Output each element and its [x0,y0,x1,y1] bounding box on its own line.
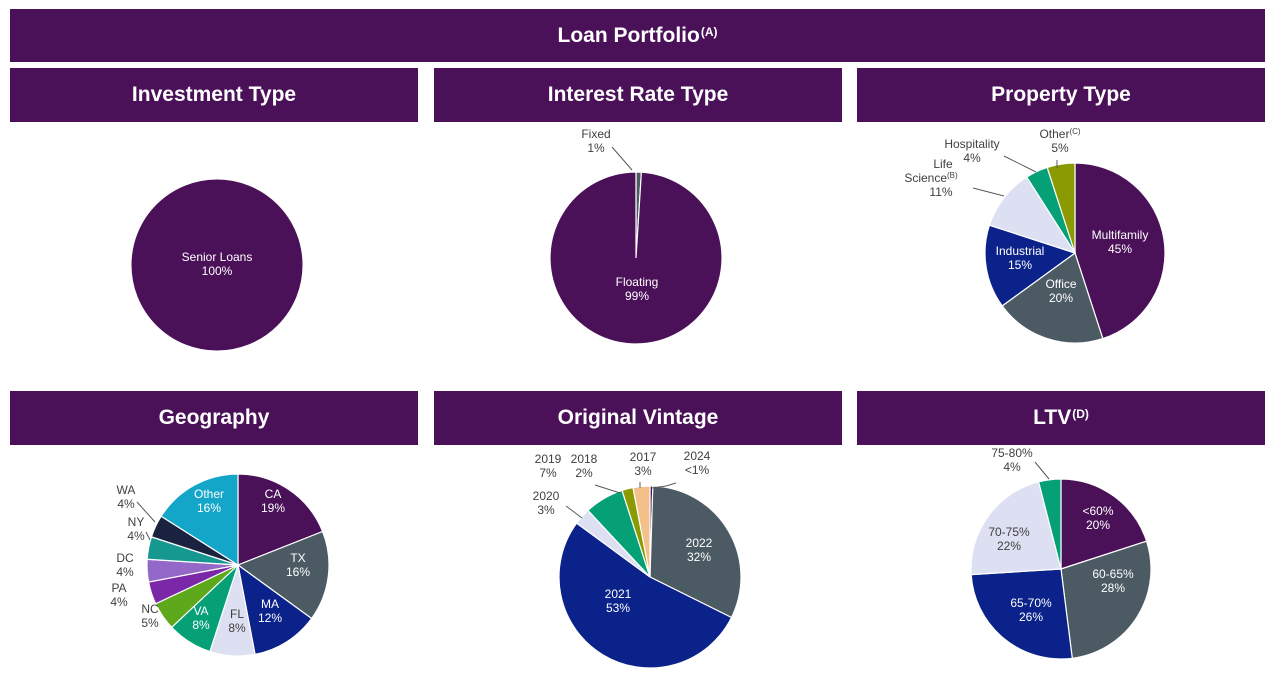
interest-rate-type-title: Interest Rate Type [547,83,729,106]
ltv-pie: <60% 20% 60-65% 28% 65-70% 26% 70-75% 22% 75-80%… [970,446,1152,660]
geography-label-ca: CA 19% [261,487,285,515]
property-label-hospitality: Hospitality 4% [944,137,999,165]
ltv-title: LTV [1033,406,1072,429]
ltv-title-footnote: (D) [1072,407,1089,421]
geography-slice-tx [236,530,330,620]
vintage-label-2024: 2024 <1% [684,449,711,477]
ltv-slice-65-70- [970,568,1073,660]
geography-label-wa: WA 4% [117,483,136,511]
geography-slice-ca [237,473,324,566]
interest-slice-floating [549,171,723,345]
loan-portfolio-banner: Loan Portfolio (A) [10,9,1265,62]
property-slice-other [1046,162,1076,254]
investment-label-senior-loans: Senior Loans 100% [182,250,253,278]
geography-label-va: VA 8% [192,604,210,632]
geography-header: Geography [10,391,418,445]
investment-pie: Senior Loans 100% [130,178,304,352]
property-label-life-science: Life Science(B) 11% [904,157,958,199]
vintage-slice-2022 [649,485,742,619]
geography-title: Geography [158,406,270,429]
geography-label-ny: NY 4% [127,515,145,543]
investment-slice-senior-loans [130,178,304,352]
original-vintage-title: Original Vintage [557,406,719,429]
interest-pie: Fixed 1% Floating 99% [549,127,723,345]
ltv-label-75-80-: 75-80% 4% [991,446,1033,474]
vintage-slice-2017 [632,485,651,578]
page-title-footnote: (A) [700,24,718,39]
property-slice-multifamily [1074,162,1166,340]
vintage-label-2020: 2020 3% [533,489,560,517]
geography-pie: CA 19% TX 16%MA 12% FL 8% VA 8% NC 5% PA 4% DC 4% NY 4% W… [110,473,330,657]
interest-rate-type-header: Interest Rate Type [434,68,842,122]
vintage-leader-0 [651,482,677,489]
interest-leader-0 [611,146,633,171]
investment-type-header: Investment Type [10,68,418,122]
interest-label-fixed: Fixed 1% [581,127,610,155]
property-slice-industrial [984,224,1077,307]
ltv-slice-60-65- [1060,540,1152,659]
geography-slice-other [160,473,239,567]
ltv-label-60-65-: 60-65% 28% [1092,567,1134,595]
page-title: Loan Portfolio [557,23,700,47]
geography-label-other: Other 16% [194,487,224,515]
vintage-slice-2021 [558,522,733,669]
property-type-title: Property Type [991,83,1131,106]
property-leader-3 [972,187,1005,197]
ltv-leader-4 [1034,461,1050,480]
property-slice-office [1001,252,1104,344]
geography-label-dc: DC 4% [116,551,134,579]
ltv-label-65-70-: 65-70% 26% [1010,596,1052,624]
property-label-office: Office 20% [1045,277,1076,305]
geography-leader-8 [145,531,151,541]
ltv-label-70-75-: 70-75% 22% [988,525,1030,553]
interest-label-floating: Floating 99% [616,275,659,303]
property-leader-4 [1003,155,1037,173]
geography-label-nc: NC 5% [141,602,159,630]
property-pie: Multifamily 45% Office 20%Industrial 15% Life… [904,127,1166,344]
ltv-slice-70-75- [970,481,1062,576]
ltv-header: LTV (D) [857,391,1265,445]
ltv-label--60-: <60% 20% [1082,504,1113,532]
geography-label-tx: TX 16% [286,551,310,579]
property-label-multifamily: Multifamily 45% [1092,228,1149,256]
vintage-pie: 2024 <1% 2022 32% 2021 53% 2020 3% 2019 7% 2018 2% 2… [533,449,742,669]
vintage-leader-3 [565,505,583,519]
vintage-leader-5 [594,484,621,494]
vintage-label-2019: 2019 7% [535,452,562,480]
ltv-slice-75-80- [1037,478,1062,570]
geography-label-fl: FL 8% [228,607,246,635]
geography-label-pa: PA 4% [110,581,128,609]
geography-leader-9 [136,501,156,523]
property-label-other: Other(C) 5% [1039,127,1080,155]
geography-label-ma: MA 12% [258,597,282,625]
original-vintage-header: Original Vintage [434,391,842,445]
property-type-header: Property Type [857,68,1265,122]
vintage-label-2021: 2021 53% [605,587,632,615]
vintage-label-2022: 2022 32% [686,536,713,564]
vintage-label-2017: 2017 3% [630,450,657,478]
ltv-slice--60- [1060,478,1148,570]
vintage-label-2018: 2018 2% [571,452,598,480]
geography-slice-ma [237,563,313,656]
investment-type-title: Investment Type [131,83,297,106]
property-label-industrial: Industrial 15% [996,244,1045,272]
